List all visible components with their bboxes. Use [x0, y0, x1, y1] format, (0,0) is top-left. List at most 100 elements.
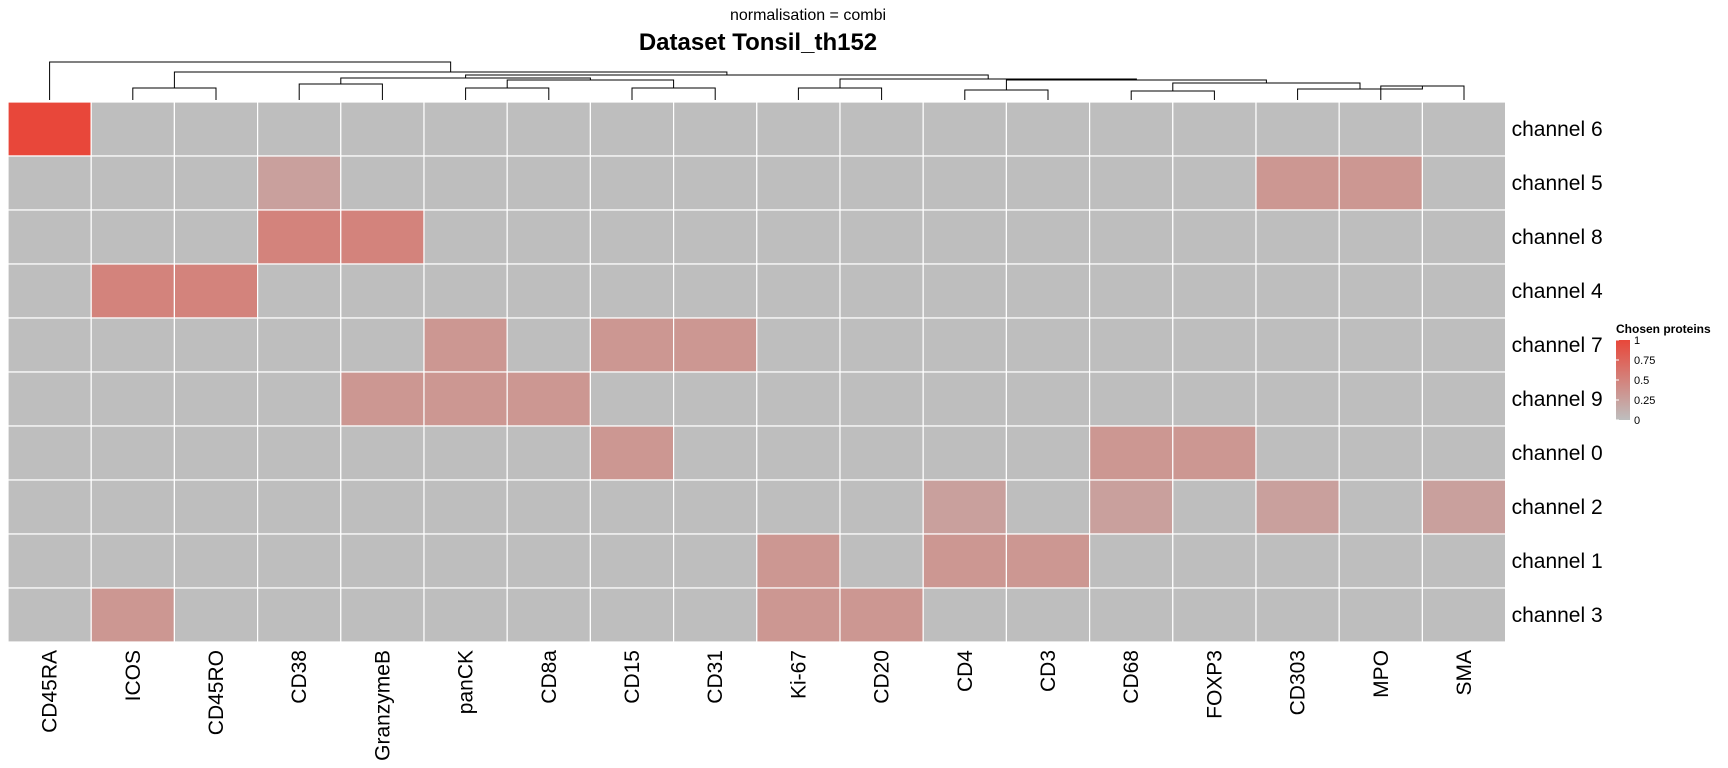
dendrogram-link	[1172, 82, 1361, 91]
heatmap-cell	[173, 479, 259, 535]
heatmap-cell	[839, 101, 924, 157]
heatmap-cell	[423, 425, 508, 481]
dendrogram-link	[49, 61, 452, 100]
heatmap-cell	[672, 263, 758, 319]
heatmap-cell	[506, 101, 592, 157]
heatmap-cell	[589, 533, 675, 589]
heatmap-cell	[1172, 533, 1257, 589]
heatmap-cell	[756, 155, 841, 211]
heatmap-cell	[589, 479, 675, 535]
heatmap-cell	[423, 371, 508, 427]
heatmap-cell	[506, 155, 592, 211]
heatmap-cell	[1005, 533, 1091, 589]
heatmap-cell	[839, 317, 924, 373]
heatmap-cell	[672, 155, 758, 211]
heatmap-cell	[7, 425, 92, 481]
column-label: FOXP3	[1203, 650, 1226, 719]
heatmap-cell	[7, 371, 92, 427]
legend-tick-label: 0.25	[1634, 395, 1655, 407]
column-label: CD4	[954, 650, 977, 692]
heatmap-cell	[1338, 479, 1423, 535]
heatmap-cell	[839, 425, 924, 481]
heatmap-cell	[756, 371, 841, 427]
heatmap-cell	[90, 317, 175, 373]
heatmap-cell	[173, 587, 259, 643]
heatmap-cell	[672, 371, 758, 427]
heatmap-cell	[506, 425, 592, 481]
heatmap-cell	[257, 425, 342, 481]
heatmap-cell	[589, 263, 675, 319]
heatmap-cell	[173, 425, 259, 481]
heatmap-cell	[672, 209, 758, 265]
heatmap-cell	[1338, 317, 1423, 373]
heatmap-cell	[257, 209, 342, 265]
heatmap-cell	[922, 425, 1008, 481]
heatmap-cell	[672, 425, 758, 481]
column-label: CD31	[704, 650, 727, 704]
heatmap-cell	[257, 371, 342, 427]
heatmap-cell	[1172, 587, 1257, 643]
heatmap-cell	[1421, 479, 1507, 535]
column-label: ICOS	[122, 650, 145, 701]
legend-colorbar	[1616, 340, 1630, 420]
heatmap-cell	[922, 479, 1008, 535]
column-label: Ki-67	[787, 650, 810, 699]
heatmap-cell	[423, 155, 508, 211]
dendrogram-link	[506, 79, 675, 88]
heatmap-cell	[589, 155, 675, 211]
heatmap-cell	[340, 209, 425, 265]
heatmap-cell	[922, 533, 1008, 589]
row-label: channel 5	[1512, 172, 1603, 195]
heatmap-cell	[1172, 425, 1257, 481]
heatmap-cell	[1255, 209, 1340, 265]
heatmap-cell	[756, 587, 841, 643]
heatmap-cell	[1088, 209, 1174, 265]
dendrogram-link	[964, 89, 1049, 100]
heatmap-cell	[589, 371, 675, 427]
heatmap-cell	[1005, 371, 1091, 427]
heatmap-cell	[257, 101, 342, 157]
chart-subtitle: normalisation = combi	[730, 7, 886, 24]
dendrogram-link	[631, 87, 716, 100]
dendrogram-link	[797, 87, 883, 100]
heatmap-cell	[340, 263, 425, 319]
heatmap-cell	[756, 263, 841, 319]
row-label: channel 1	[1512, 550, 1603, 573]
heatmap-cell	[90, 587, 175, 643]
heatmap-cell	[90, 101, 175, 157]
heatmap-cell	[1255, 155, 1340, 211]
heatmap-cell	[756, 533, 841, 589]
heatmap-cell	[340, 371, 425, 427]
heatmap-cell	[672, 101, 758, 157]
heatmap-cell	[257, 263, 342, 319]
heatmap-cell	[589, 587, 675, 643]
heatmap-cell	[1338, 209, 1423, 265]
heatmap-cell	[756, 479, 841, 535]
heatmap-cell	[340, 317, 425, 373]
heatmap-cell	[1088, 371, 1174, 427]
column-dendrogram	[49, 61, 1465, 100]
heatmap-cell	[1421, 425, 1507, 481]
heatmap-cell	[7, 209, 92, 265]
heatmap-cell	[1338, 155, 1423, 211]
heatmap-cell	[839, 371, 924, 427]
heatmap-cell	[1421, 317, 1507, 373]
heatmap-cell	[1172, 317, 1257, 373]
heatmap-cell	[1255, 587, 1340, 643]
column-label: CD15	[621, 650, 644, 704]
heatmap-cell	[1255, 425, 1340, 481]
column-label: CD68	[1120, 650, 1143, 704]
heatmap-cell	[257, 155, 342, 211]
heatmap-cell	[1421, 371, 1507, 427]
dendrogram-link	[1130, 90, 1215, 100]
heatmap-cell	[1005, 317, 1091, 373]
heatmap-cell	[173, 209, 259, 265]
column-label: CD20	[871, 650, 894, 704]
heatmap-cell	[839, 209, 924, 265]
heatmap-cell	[1005, 425, 1091, 481]
heatmap-cell	[506, 479, 592, 535]
heatmap-cell	[506, 371, 592, 427]
heatmap-cell	[506, 587, 592, 643]
heatmap-cell	[7, 101, 92, 157]
